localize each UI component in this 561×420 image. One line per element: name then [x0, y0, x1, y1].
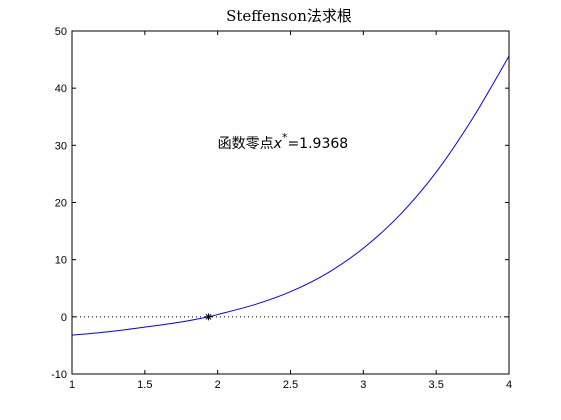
- marker-layer: [204, 313, 212, 321]
- series-line-0: [71, 55, 510, 336]
- tick-layer: 1 1.5 2 2.5 3 3.5 4 -10 0 10 20 30 40 50: [51, 26, 512, 391]
- y-tick-label: 40: [55, 83, 67, 95]
- y-tick-label: 0: [61, 312, 67, 324]
- y-tick-label: 20: [55, 198, 67, 210]
- x-tick-label: 2: [215, 379, 221, 391]
- annotation-value: =1.9368: [287, 136, 348, 152]
- series-layer: [71, 55, 510, 336]
- x-tick-label: 3.5: [429, 379, 444, 391]
- x-tick-label: 1: [69, 379, 75, 391]
- plot-area: [72, 31, 509, 374]
- chart-title: Steffenson法求根: [226, 7, 352, 25]
- y-tick-label: 10: [55, 255, 67, 267]
- x-tick-label: 1.5: [137, 379, 152, 391]
- x-tick-label: 2.5: [283, 379, 298, 391]
- root-marker: [204, 313, 212, 321]
- x-tick-label: 4: [506, 379, 512, 391]
- x-tick-label: 3: [360, 379, 366, 391]
- annotation-superscript: *: [282, 131, 288, 144]
- y-tick-label: 30: [55, 140, 67, 152]
- annotation-variable: x: [273, 136, 283, 152]
- y-tick-label: 50: [55, 26, 67, 38]
- annotation-prefix: 函数零点: [218, 136, 274, 152]
- y-tick-label: -10: [51, 369, 67, 381]
- zero-point-annotation: 函数零点x*=1.9368: [218, 131, 349, 152]
